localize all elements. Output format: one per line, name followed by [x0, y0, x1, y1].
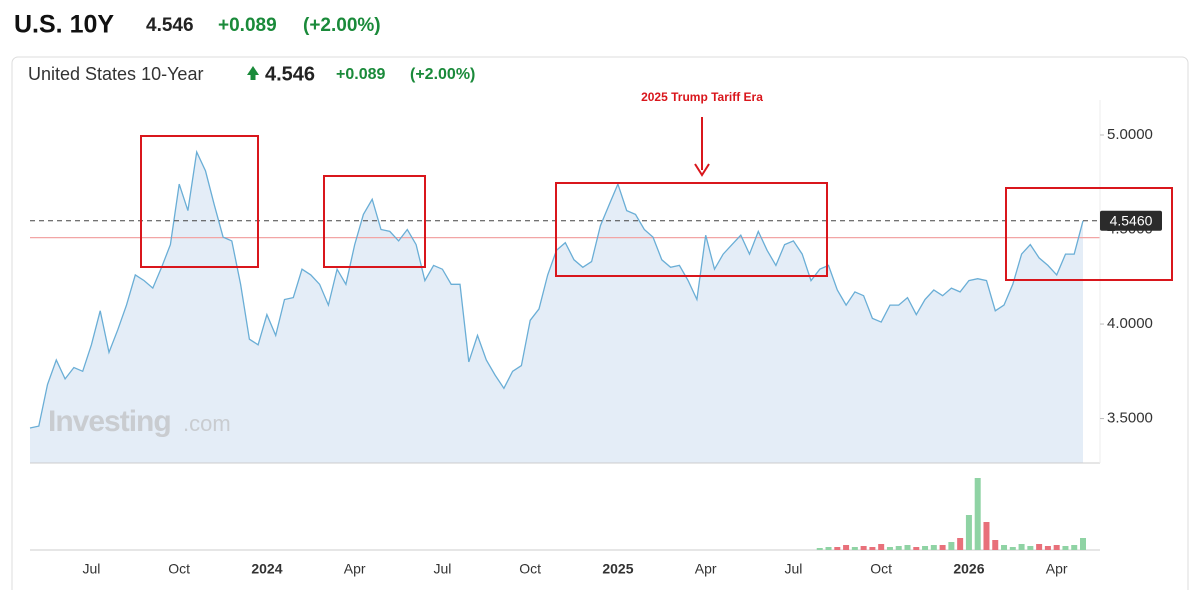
price: 4.546	[265, 63, 315, 85]
x-tick-label: 2024	[251, 561, 282, 577]
volume-bar	[886, 547, 893, 550]
plot: 3.50004.00004.50005.00004.5460JulOct2024…	[29, 100, 1162, 577]
watermark-suffix: .com	[183, 411, 231, 436]
volume-bar	[869, 547, 876, 550]
y-tick-label: 4.0000	[1107, 315, 1153, 332]
volume-bar	[895, 546, 902, 550]
volume-bar	[930, 545, 937, 550]
volume-bar	[825, 547, 832, 550]
volume-bar	[948, 542, 955, 550]
volume-bar	[878, 544, 885, 550]
chart-title: United States 10-Year	[28, 64, 203, 84]
volume-bar	[974, 478, 981, 550]
volume-bar	[992, 540, 999, 550]
x-tick-label: Apr	[344, 561, 366, 577]
highlight-box	[323, 175, 426, 268]
y-tick-label: 5.0000	[1107, 126, 1153, 143]
volume-bar	[1071, 545, 1078, 550]
x-tick-label: 2025	[602, 561, 633, 577]
change-pct: (+2.00%)	[410, 66, 475, 83]
highlight-box	[1005, 187, 1173, 281]
annotation-arrowhead	[694, 163, 710, 177]
header-change: +0.089	[218, 15, 277, 36]
panel	[11, 56, 1189, 590]
header-price: 4.546	[146, 15, 194, 36]
x-tick-label: Apr	[695, 561, 717, 577]
current-badge	[1100, 210, 1162, 231]
x-tick-label: Jul	[82, 561, 100, 577]
area	[30, 152, 1083, 463]
change: +0.089	[336, 66, 385, 83]
volume-bar	[1053, 545, 1060, 550]
highlight-boxes	[140, 135, 1173, 281]
x-tick-label: 2026	[953, 561, 984, 577]
volume-bar	[1001, 545, 1008, 550]
volume-bar	[904, 545, 911, 550]
x-tick-label: Oct	[519, 561, 541, 577]
volume-bar	[1062, 546, 1069, 550]
volume-bar	[1018, 544, 1025, 550]
volume-bar	[860, 546, 867, 550]
volume-bar	[834, 547, 841, 550]
highlight-box	[555, 182, 828, 277]
header-change-pct: (+2.00%)	[303, 15, 381, 36]
volume-bar	[816, 548, 823, 550]
volume-bar	[843, 545, 850, 550]
volume-bar	[1009, 547, 1016, 550]
volume-bar	[1027, 546, 1034, 550]
x-tick-label: Oct	[870, 561, 892, 577]
volume-bar	[983, 522, 990, 550]
x-tick-label: Apr	[1046, 561, 1068, 577]
highlight-box	[140, 135, 259, 268]
volume-bar	[851, 547, 858, 550]
volume-bar	[1044, 546, 1051, 550]
volume-bar	[957, 538, 964, 550]
current-label: 4.5460	[1110, 213, 1153, 229]
volume-bar	[913, 547, 920, 550]
annotation: 2025 Trump Tariff Era	[641, 90, 763, 104]
x-tick-label: Oct	[168, 561, 190, 577]
volume-bar	[1080, 538, 1086, 550]
volume-bar	[939, 545, 946, 550]
volume-bar	[1036, 544, 1043, 550]
volume-bar	[922, 546, 929, 550]
x-tick-label: Jul	[784, 561, 802, 577]
up-arrow	[247, 66, 259, 80]
x-tick-label: Jul	[433, 561, 451, 577]
symbol: U.S. 10Y	[14, 11, 114, 39]
y-tick-label: 3.5000	[1107, 410, 1153, 427]
volume-bar	[965, 515, 972, 550]
watermark: Investing	[48, 405, 171, 438]
